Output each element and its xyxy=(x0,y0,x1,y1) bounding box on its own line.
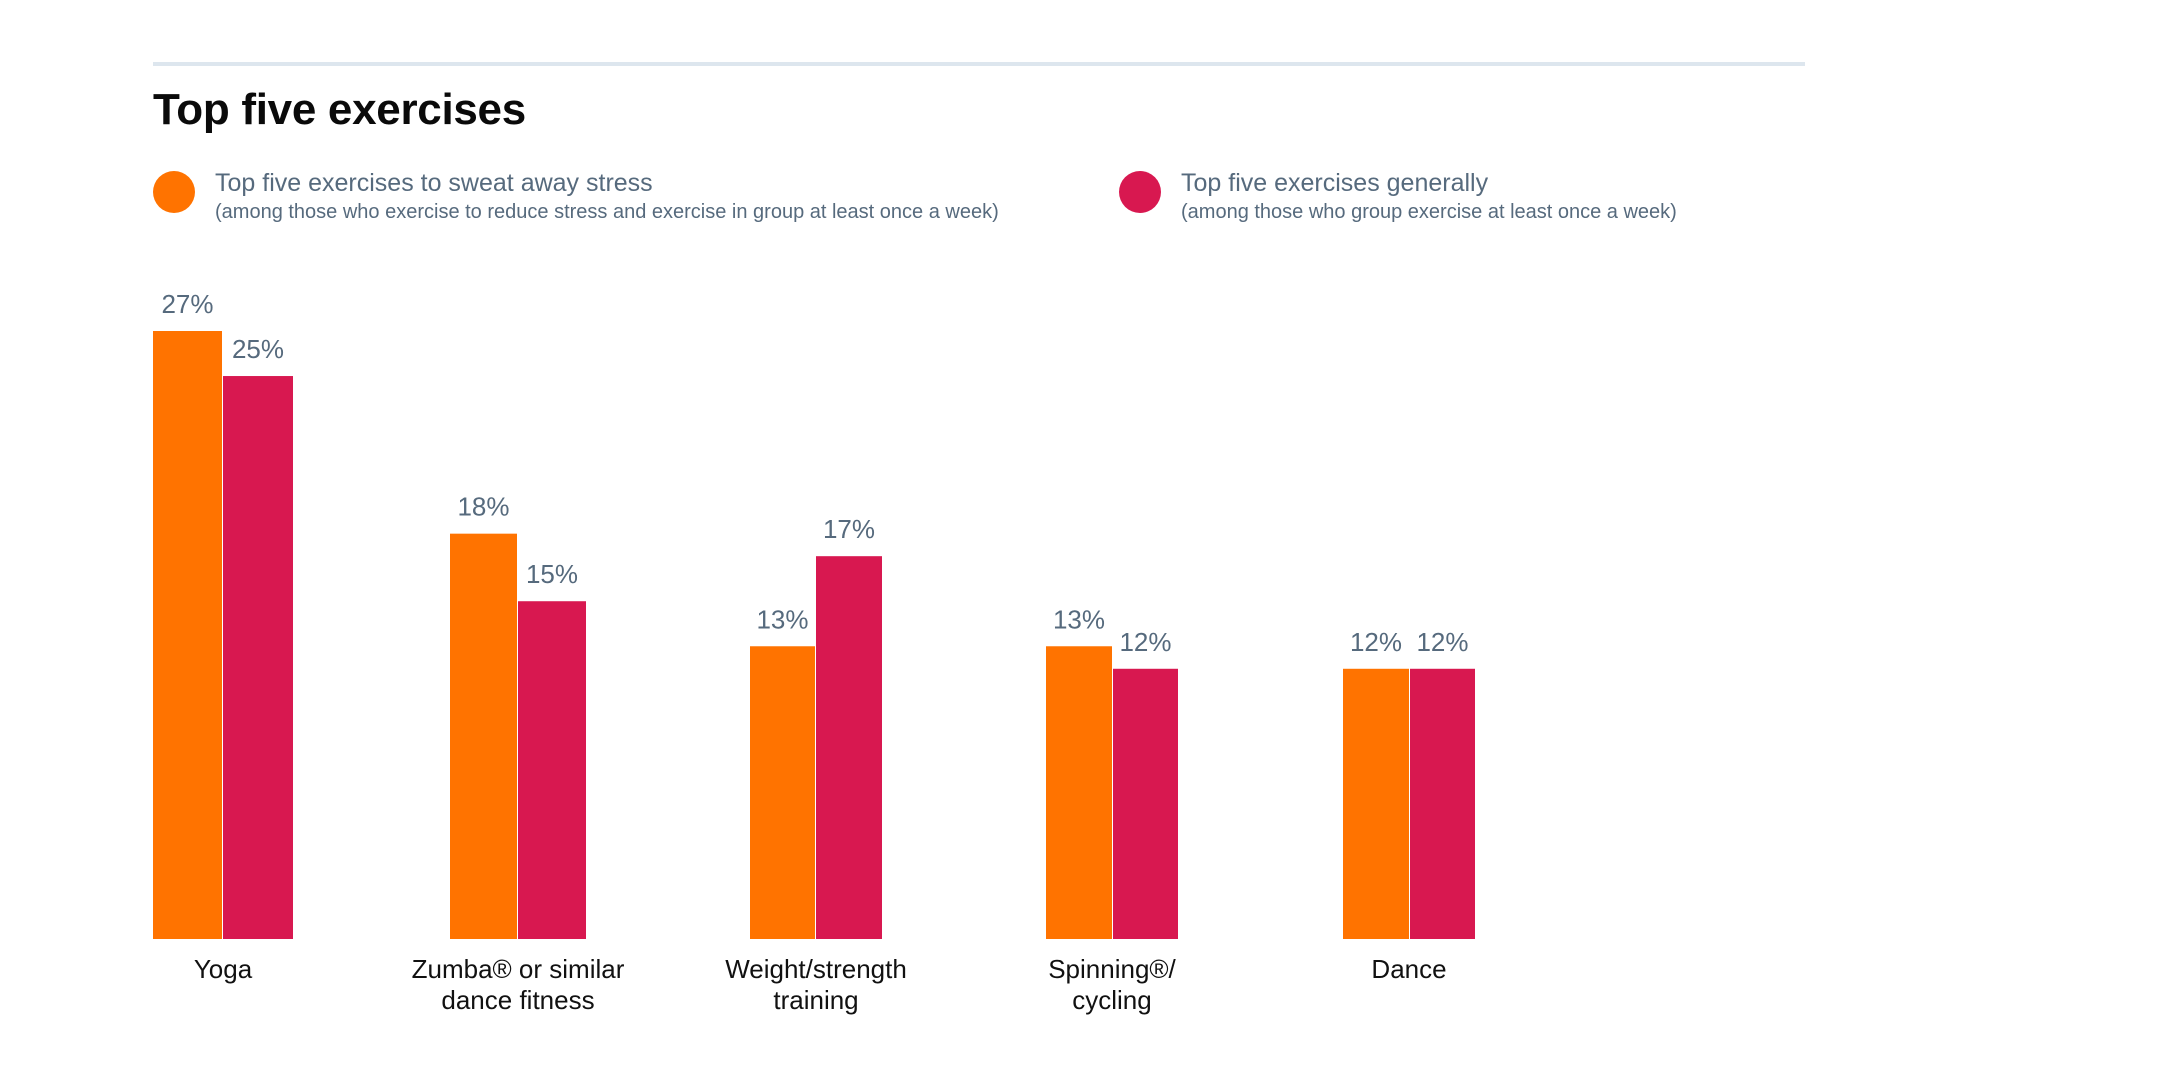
bar-sweat-away-stress xyxy=(1343,668,1409,939)
bar-group: 13% 12% Spinning®/cycling xyxy=(1046,604,1178,1015)
legend-sublabel: (among those who group exercise at least… xyxy=(1181,201,1677,223)
legend-label: Top five exercises generally xyxy=(1181,169,1489,197)
value-label: 12% xyxy=(1119,627,1171,657)
value-label: 13% xyxy=(1053,604,1105,634)
value-label: 12% xyxy=(1416,627,1468,657)
bar-group: 27% 25% Yoga xyxy=(153,289,293,984)
bar-group: 12% 12% Dance xyxy=(1343,627,1475,984)
legend-label: Top five exercises to sweat away stress xyxy=(215,169,653,197)
legend-dot-orange-icon xyxy=(153,171,195,213)
legend-dot-red-icon xyxy=(1119,171,1161,213)
value-label: 13% xyxy=(756,604,808,634)
value-label: 15% xyxy=(526,559,578,589)
bar-generally xyxy=(518,601,586,939)
category-label: training xyxy=(773,985,858,1015)
bar-sweat-away-stress xyxy=(153,331,222,939)
bar-generally xyxy=(816,556,882,939)
category-label: Spinning®/ xyxy=(1048,954,1176,984)
category-label: Dance xyxy=(1371,954,1446,984)
category-label: cycling xyxy=(1072,985,1151,1015)
bar-generally xyxy=(1410,668,1475,939)
value-label: 17% xyxy=(823,514,875,544)
top-divider-rule xyxy=(153,62,1805,66)
category-label: Zumba® or similar xyxy=(412,954,625,984)
category-label: dance fitness xyxy=(441,985,594,1015)
value-label: 18% xyxy=(457,492,509,522)
bar-generally xyxy=(1113,668,1178,939)
bar-generally xyxy=(223,376,293,939)
value-label: 25% xyxy=(232,334,284,364)
bar-sweat-away-stress xyxy=(750,646,815,939)
value-label: 27% xyxy=(161,289,213,319)
value-label: 12% xyxy=(1350,627,1402,657)
legend-text: Top five exercises to sweat away stress … xyxy=(215,168,999,225)
category-label: Weight/strength xyxy=(725,954,907,984)
legend-sublabel: (among those who exercise to reduce stre… xyxy=(215,201,999,223)
bar-sweat-away-stress xyxy=(450,533,517,939)
legend-text: Top five exercises generally (among thos… xyxy=(1181,168,1677,225)
chart-title: Top five exercises xyxy=(153,85,526,134)
bar-sweat-away-stress xyxy=(1046,646,1112,939)
category-label: Yoga xyxy=(194,954,253,984)
